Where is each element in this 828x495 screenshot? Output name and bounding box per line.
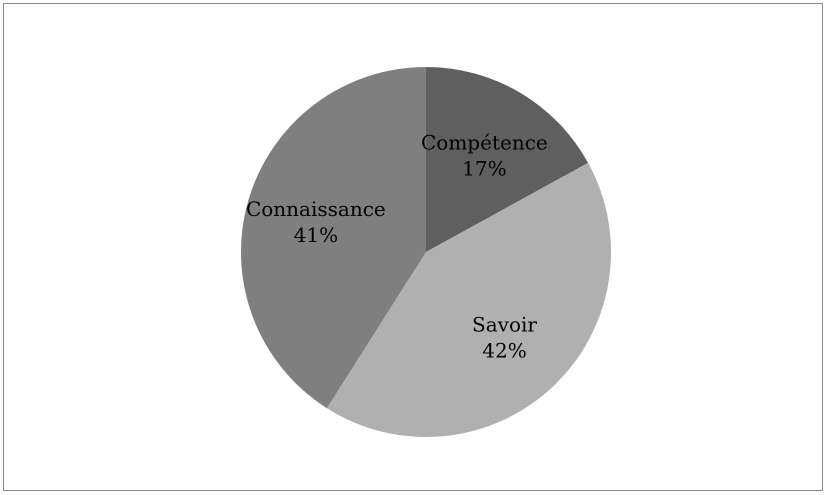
slice-percent-connaissance: 41%	[294, 223, 338, 247]
slice-percent-savoir: 42%	[482, 339, 526, 363]
pie-slice-savoir	[326, 162, 612, 438]
slice-percent-competence: 17%	[462, 156, 506, 180]
slice-label-competence: Compétence	[421, 130, 548, 154]
pie-slice-competence	[426, 67, 589, 252]
slice-label-savoir: Savoir	[472, 313, 537, 337]
slice-label-connaissance: Connaissance	[246, 197, 386, 221]
pie-slice-connaissance	[241, 67, 426, 409]
